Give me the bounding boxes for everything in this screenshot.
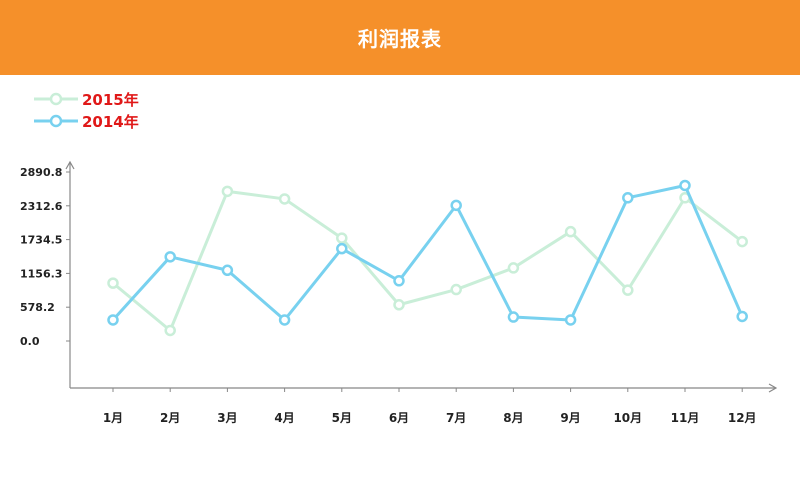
chart-header: 利润报表 [0, 0, 800, 75]
y-tick-label: 0.0 [20, 335, 40, 348]
legend-item-2015[interactable]: 2015年 [32, 88, 139, 110]
data-point-2014年-11月 [679, 179, 691, 192]
x-tick-label: 9月 [560, 411, 580, 425]
x-tick-label: 3月 [217, 411, 237, 425]
y-tick-label: 1734.5 [20, 234, 62, 247]
data-point-2014年-6月 [393, 275, 405, 287]
data-point-2014年-2月 [164, 251, 176, 263]
data-point-2015年-6月 [393, 299, 405, 311]
data-point-2014年-9月 [564, 314, 577, 326]
x-tick-label: 6月 [389, 411, 409, 425]
x-tick-label: 2月 [160, 411, 180, 425]
data-point-2015年-4月 [278, 193, 291, 205]
x-tick-label: 12月 [728, 411, 757, 425]
series-line-2014年 [111, 183, 744, 322]
legend-item-2014[interactable]: 2014年 [32, 110, 139, 132]
data-point-2015年-10月 [622, 284, 634, 296]
legend-label-2015: 2015年 [82, 90, 139, 109]
series-line-2015年 [112, 189, 744, 332]
data-point-2015年-7月 [450, 283, 462, 296]
data-point-2014年-12月 [736, 310, 748, 323]
data-point-2015年-12月 [736, 235, 748, 248]
data-point-2014年-4月 [278, 314, 291, 326]
legend: 2015年 2014年 [32, 88, 139, 132]
x-tick-label: 1月 [103, 411, 123, 425]
data-point-2014年-1月 [107, 314, 119, 326]
legend-2015-marker-icon [34, 92, 78, 106]
chart-title: 利润报表 [358, 27, 442, 51]
y-tick-label: 2890.8 [20, 166, 62, 179]
data-point-2015年-9月 [564, 225, 577, 238]
y-tick-label: 2312.6 [20, 200, 63, 213]
data-point-2014年-5月 [336, 242, 348, 255]
data-point-2014年-7月 [450, 199, 462, 212]
x-tick-label: 5月 [332, 411, 352, 425]
x-tick-label: 8月 [503, 411, 523, 425]
data-point-2015年-3月 [221, 185, 234, 198]
data-point-2014年-3月 [221, 264, 234, 277]
y-tick-label: 578.2 [20, 301, 55, 314]
data-point-2015年-2月 [164, 324, 176, 337]
y-tick-label: 1156.3 [20, 267, 62, 280]
data-point-2015年-8月 [507, 262, 520, 274]
legend-label-2014: 2014年 [82, 112, 139, 131]
x-tick-label: 10月 [613, 411, 642, 425]
data-point-2014年-8月 [507, 311, 520, 323]
x-axis-arrow-icon [768, 383, 778, 393]
legend-2014-marker-icon [34, 114, 78, 128]
x-tick-label: 7月 [446, 411, 466, 425]
data-point-2014年-10月 [622, 192, 634, 204]
x-tick-label: 11月 [671, 411, 700, 425]
x-tick-label: 4月 [274, 411, 294, 425]
data-point-2015年-5月 [336, 232, 348, 244]
y-axis-arrow-icon [65, 160, 75, 170]
data-point-2015年-1月 [107, 277, 119, 289]
